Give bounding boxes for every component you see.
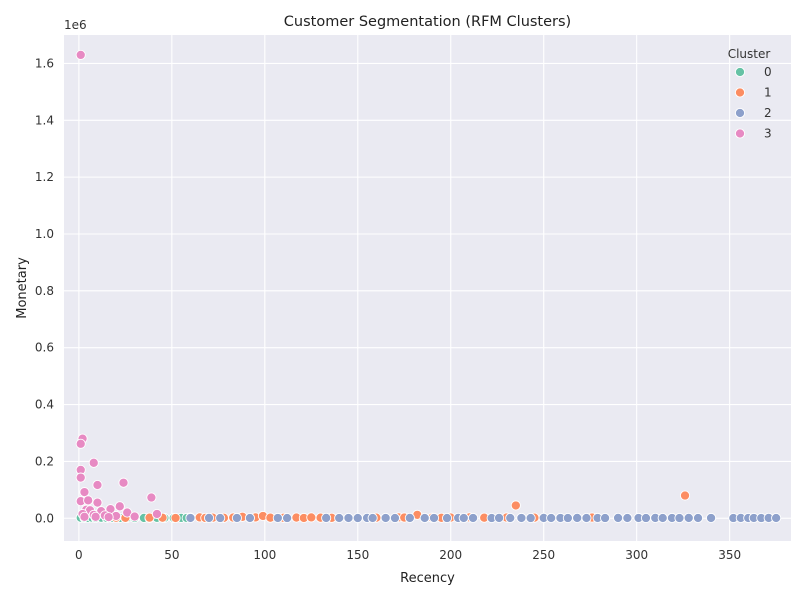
x-tick-label: 300 (625, 548, 648, 562)
data-point (380, 512, 391, 524)
data-point (367, 512, 378, 524)
data-point (151, 508, 163, 520)
data-point (92, 479, 103, 491)
data-point (352, 512, 363, 524)
data-point (692, 512, 704, 524)
y-tick-label: 0.6 (35, 341, 54, 355)
y-tick-label: 0.8 (35, 284, 54, 298)
data-points (75, 49, 782, 524)
y-tick-label: 1.0 (35, 227, 54, 241)
legend-marker (734, 66, 746, 78)
data-point (282, 512, 293, 524)
data-point (572, 512, 583, 523)
y-tick-label: 0.2 (35, 454, 54, 468)
data-point (441, 512, 453, 524)
y-tick-label: 1.6 (35, 56, 54, 70)
legend-title: Cluster (728, 47, 771, 61)
data-point (640, 512, 652, 524)
data-point (683, 512, 694, 523)
data-point (90, 511, 101, 522)
y-tick-label: 0.4 (35, 398, 54, 412)
x-tick-labels: 0 50 100 150 200 250 300 350 (75, 548, 741, 562)
data-point (657, 512, 668, 524)
data-point (215, 512, 226, 524)
data-point (321, 512, 332, 523)
data-point (428, 512, 440, 524)
series-2 (185, 512, 782, 524)
data-point (510, 500, 521, 511)
data-point (146, 492, 157, 503)
data-point (343, 512, 354, 524)
data-point (272, 512, 283, 524)
data-point (83, 495, 94, 506)
data-point (79, 487, 90, 498)
data-point (114, 501, 125, 512)
data-point (419, 512, 430, 524)
chart-title: Customer Segmentation (RFM Clusters) (284, 14, 571, 30)
y-tick-labels: 0.0 0.2 0.4 0.6 0.8 1.0 1.2 1.4 1.6 (35, 56, 54, 525)
data-point (103, 512, 114, 523)
data-point (203, 512, 215, 523)
x-axis-label: Recency (400, 571, 455, 586)
data-point (468, 512, 479, 524)
data-point (613, 512, 624, 523)
data-point (88, 457, 99, 468)
data-point (494, 512, 505, 523)
data-point (600, 512, 611, 524)
data-point (389, 512, 401, 524)
data-point (562, 512, 573, 524)
grid-lines (64, 35, 791, 541)
x-tick-label: 200 (439, 548, 462, 562)
data-point (581, 512, 592, 524)
y-tick-label: 0.0 (35, 511, 54, 525)
data-point (75, 438, 86, 449)
y-axis-offset-label: 1e6 (64, 18, 87, 32)
data-point (118, 477, 129, 488)
x-tick-label: 150 (346, 548, 369, 562)
x-tick-label: 350 (718, 548, 741, 562)
data-point (546, 512, 557, 524)
data-point (525, 512, 536, 524)
data-point (92, 497, 103, 508)
data-point (129, 511, 140, 522)
data-point (458, 512, 469, 524)
data-point (185, 512, 196, 524)
data-point (674, 512, 685, 524)
x-tick-label: 250 (532, 548, 555, 562)
data-point (771, 512, 782, 524)
plot-area (64, 35, 791, 541)
data-point (505, 512, 516, 524)
data-point (622, 512, 633, 524)
x-tick-label: 0 (75, 548, 83, 562)
data-point (79, 511, 90, 522)
legend-label: 2 (764, 106, 772, 120)
data-point (516, 512, 527, 524)
legend-marker (734, 128, 746, 139)
y-axis-label: Monetary (15, 257, 30, 319)
y-tick-label: 1.4 (35, 113, 54, 127)
data-point (75, 49, 86, 60)
legend: Cluster 0 1 2 3 (728, 47, 772, 141)
y-tick-label: 1.2 (35, 170, 54, 184)
series-3 (75, 49, 163, 523)
legend-marker (734, 107, 746, 119)
data-point (306, 512, 317, 523)
data-point (705, 512, 717, 524)
x-tick-label: 100 (253, 548, 276, 562)
legend-label: 1 (764, 86, 772, 100)
data-point (404, 512, 415, 523)
data-point (679, 490, 691, 501)
legend-label: 3 (764, 127, 772, 141)
data-point (75, 472, 86, 483)
x-tick-label: 50 (164, 548, 179, 562)
data-point (334, 512, 345, 524)
data-point (170, 512, 181, 524)
legend-label: 0 (764, 65, 772, 79)
data-point (231, 512, 242, 524)
legend-marker (734, 87, 746, 98)
data-point (244, 512, 255, 524)
